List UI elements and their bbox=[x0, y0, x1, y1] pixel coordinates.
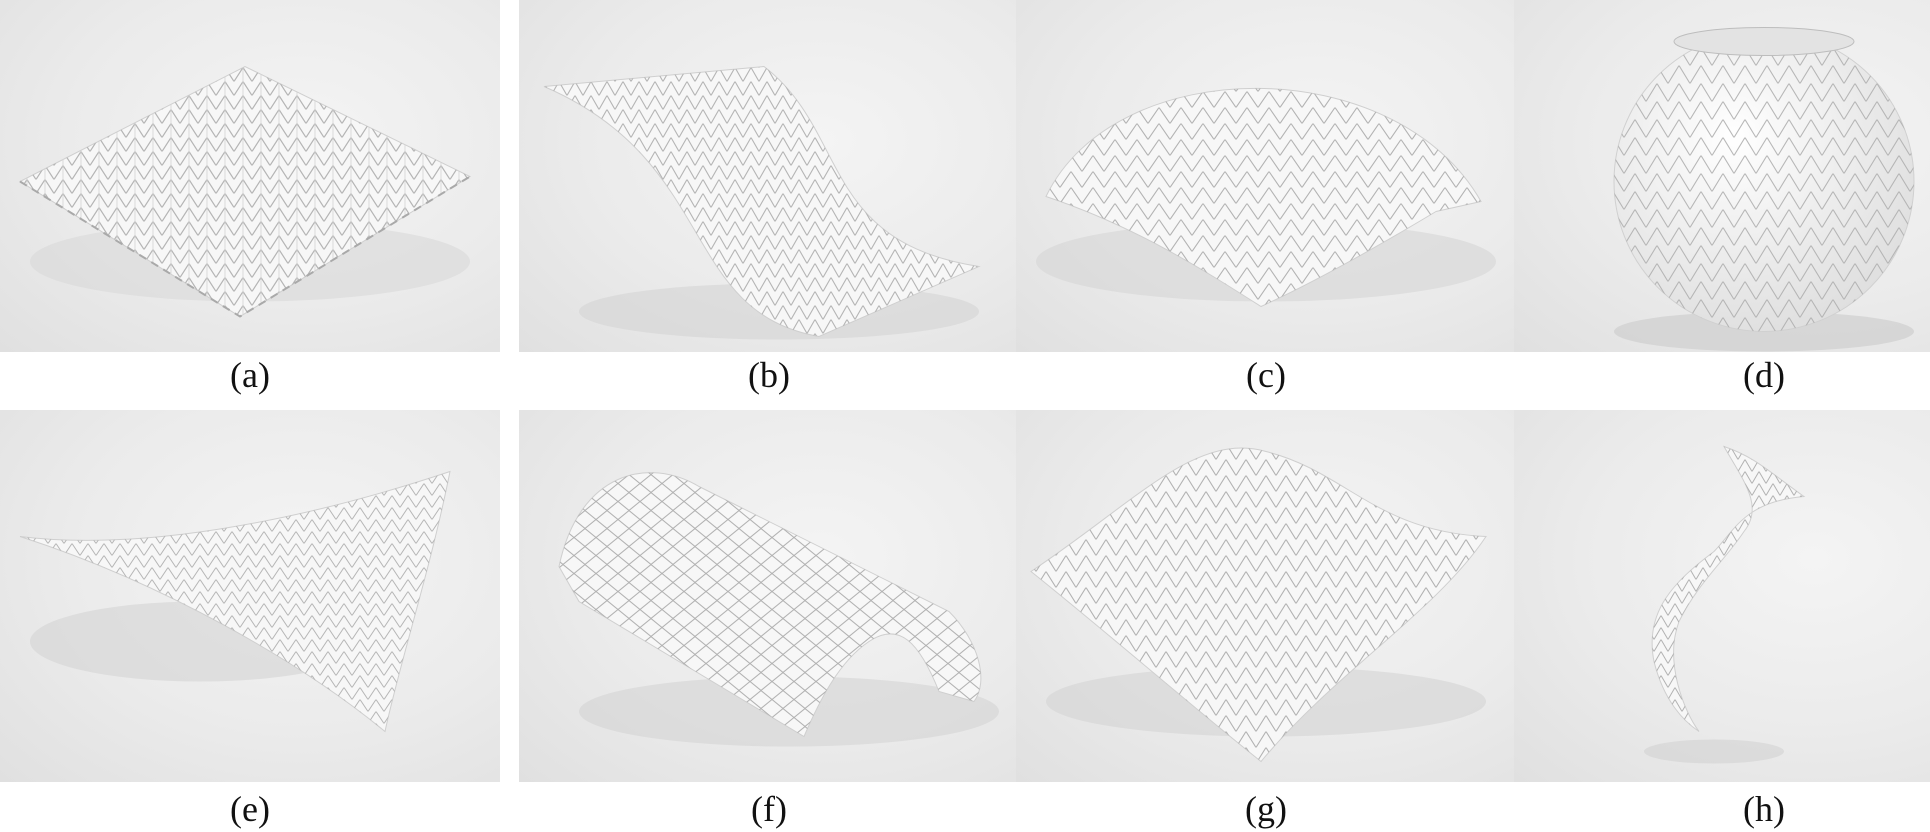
caption-f: (f) bbox=[751, 789, 787, 829]
caption-c: (c) bbox=[1246, 355, 1286, 395]
caption-g: (g) bbox=[1245, 789, 1287, 829]
panel-h-helicoid-image bbox=[1514, 410, 1930, 782]
caption-a: (a) bbox=[230, 355, 270, 395]
caption-h: (h) bbox=[1743, 789, 1785, 829]
caption-d: (d) bbox=[1743, 355, 1785, 395]
caption-b: (b) bbox=[748, 355, 790, 395]
panel-e-saddle-image bbox=[0, 410, 500, 782]
caption-e: (e) bbox=[230, 789, 270, 829]
dome-illustration bbox=[1036, 87, 1496, 308]
sphere-illustration bbox=[1613, 27, 1915, 352]
panel-c-dome-image bbox=[1016, 0, 1516, 352]
s-curve-illustration bbox=[543, 65, 981, 340]
arch-illustration bbox=[558, 472, 999, 747]
wave-illustration bbox=[1030, 447, 1487, 763]
panel-f-arch-image bbox=[519, 410, 1019, 782]
panel-g-wave-image bbox=[1016, 410, 1516, 782]
panel-b-s-curve-image bbox=[519, 0, 1019, 352]
flat-sheet-illustration bbox=[18, 65, 472, 318]
saddle-illustration bbox=[19, 470, 451, 733]
helicoid-illustration bbox=[1644, 445, 1806, 764]
panel-d-sphere-image bbox=[1514, 0, 1930, 352]
panel-a-flat-sheet-image bbox=[0, 0, 500, 352]
